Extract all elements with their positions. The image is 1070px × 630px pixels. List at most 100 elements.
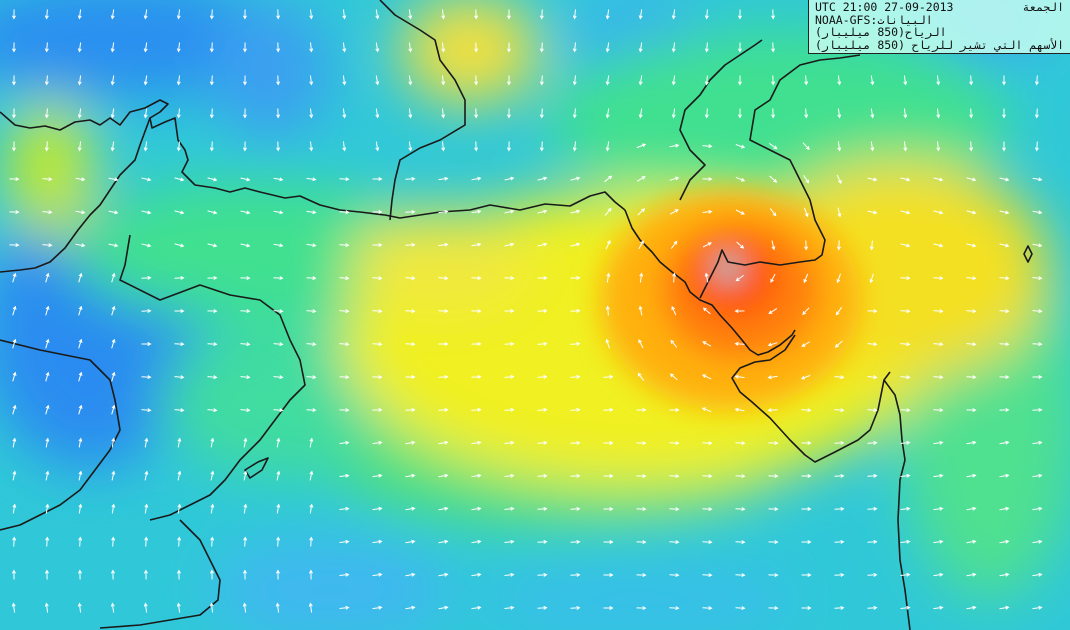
wind-arrow-icon — [240, 408, 251, 413]
wind-arrow-icon — [44, 569, 49, 580]
wind-arrow-icon — [504, 572, 515, 577]
wind-arrow-icon — [471, 309, 482, 314]
wind-arrow-icon — [734, 374, 745, 379]
wind-arrow-icon — [1032, 407, 1043, 412]
wind-arrow-icon — [372, 210, 383, 214]
wind-arrow-icon — [735, 441, 746, 446]
wind-arrow-icon — [242, 42, 247, 53]
wind-arrow-icon — [570, 275, 581, 280]
wind-arrow-icon — [405, 506, 416, 511]
wind-arrow-icon — [734, 341, 745, 346]
wind-arrow-icon — [339, 309, 350, 314]
wind-arrow-icon — [768, 441, 779, 446]
wind-arrow-icon — [836, 273, 841, 284]
wind-arrow-icon — [309, 141, 314, 152]
wind-arrow-icon — [438, 440, 449, 445]
wind-arrow-icon — [111, 338, 116, 349]
wind-arrow-icon — [771, 9, 776, 20]
wind-arrow-icon — [936, 141, 941, 152]
wind-arrow-icon — [405, 539, 416, 544]
wind-arrow-icon — [309, 9, 314, 20]
wind-arrow-icon — [870, 108, 875, 119]
wind-arrow-icon — [903, 108, 908, 119]
wind-arrow-icon — [572, 141, 577, 152]
source-label: NOAA-GFS: — [815, 12, 878, 27]
wind-arrow-icon — [537, 407, 548, 412]
wind-arrow-icon — [309, 503, 314, 514]
wind-arrow-icon — [800, 374, 811, 380]
wind-arrow-icon — [636, 507, 647, 512]
wind-arrow-icon — [11, 108, 16, 119]
wind-arrow-icon — [900, 375, 911, 380]
wind-arrows-layer — [9, 9, 1043, 613]
wind-arrow-icon — [570, 341, 581, 346]
wind-arrow-icon — [537, 473, 548, 478]
wind-arrow-icon — [638, 42, 643, 53]
wind-arrow-icon — [966, 408, 977, 413]
wind-arrow-icon — [702, 441, 713, 446]
wind-arrow-icon — [12, 503, 17, 514]
wind-arrow-icon — [273, 276, 284, 281]
wind-arrow-icon — [474, 141, 479, 152]
wind-arrow-icon — [108, 210, 119, 215]
wind-arrow-icon — [605, 338, 610, 349]
layer2-value: (850 ميليبار) — [815, 37, 906, 52]
wind-arrow-icon — [141, 177, 152, 182]
wind-arrow-icon — [504, 440, 515, 445]
wind-arrow-icon — [903, 141, 908, 152]
wind-arrow-icon — [242, 9, 247, 20]
wind-arrow-icon — [835, 307, 843, 316]
wind-arrow-icon — [966, 177, 977, 182]
wind-arrow-icon — [867, 375, 878, 380]
wind-arrow-icon — [174, 210, 185, 215]
wind-arrow-icon — [834, 539, 845, 544]
wind-arrow-icon — [438, 309, 449, 314]
wind-arrow-icon — [9, 210, 20, 215]
layer2-name: الأسهم التي تشير للرياح — [911, 37, 1064, 52]
wind-arrow-icon — [438, 605, 449, 610]
wind-arrow-icon — [966, 473, 977, 478]
wind-arrow-icon — [638, 305, 643, 316]
wind-arrow-icon — [506, 75, 511, 86]
wind-arrow-icon — [240, 375, 251, 380]
wind-arrow-icon — [177, 437, 182, 448]
wind-arrow-icon — [339, 342, 350, 347]
wind-arrow-icon — [900, 408, 911, 413]
wind-arrow-icon — [471, 176, 482, 181]
wind-arrow-icon — [735, 144, 746, 149]
wind-arrow-icon — [572, 42, 577, 53]
wind-arrow-icon — [111, 536, 116, 547]
wind-arrow-icon — [471, 407, 482, 412]
wind-arrow-icon — [110, 141, 115, 152]
wind-arrow-icon — [77, 569, 82, 580]
wind-arrow-icon — [306, 375, 317, 380]
wind-arrow-icon — [141, 243, 152, 248]
wind-arrow-icon — [309, 42, 314, 53]
wind-arrow-icon — [339, 375, 350, 380]
wind-arrow-icon — [506, 108, 511, 119]
wind-arrow-icon — [438, 342, 449, 346]
wind-arrow-icon — [737, 108, 742, 119]
wind-arrow-icon — [537, 308, 548, 313]
wind-arrow-icon — [637, 372, 645, 381]
wind-arrow-icon — [506, 42, 511, 53]
wind-arrow-icon — [174, 375, 185, 380]
wind-arrow-icon — [45, 536, 50, 547]
wind-arrow-icon — [240, 243, 251, 248]
wind-arrow-icon — [441, 42, 446, 53]
wind-arrow-icon — [933, 473, 944, 478]
wind-arrow-icon — [702, 507, 713, 512]
wind-arrow-icon — [737, 9, 742, 20]
wind-arrow-icon — [570, 440, 581, 445]
wind-arrow-icon — [111, 371, 116, 382]
wind-arrow-icon — [372, 375, 383, 380]
wind-arrow-icon — [12, 305, 17, 316]
wind-arrow-icon — [900, 539, 911, 544]
wind-arrow-icon — [276, 108, 281, 119]
wind-arrow-icon — [933, 408, 944, 413]
wind-arrow-icon — [176, 108, 181, 119]
wind-arrow-icon — [1032, 309, 1043, 314]
wind-arrow-icon — [276, 470, 281, 481]
